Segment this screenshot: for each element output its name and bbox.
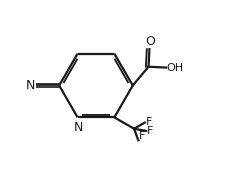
Text: F: F xyxy=(147,126,154,136)
Text: N: N xyxy=(74,121,83,134)
Text: OH: OH xyxy=(167,63,184,73)
Text: N: N xyxy=(26,79,36,92)
Text: F: F xyxy=(139,131,145,141)
Text: F: F xyxy=(146,117,152,127)
Text: O: O xyxy=(145,35,155,48)
